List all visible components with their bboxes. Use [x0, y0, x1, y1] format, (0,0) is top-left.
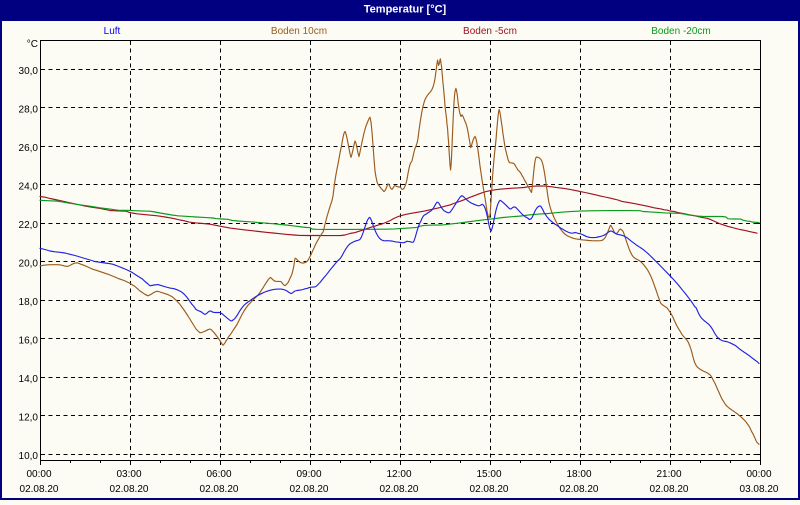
svg-text:02.08.20: 02.08.20	[470, 484, 509, 495]
svg-text:28,0: 28,0	[19, 105, 39, 116]
svg-text:09:00: 09:00	[296, 469, 321, 480]
svg-text:02.08.20: 02.08.20	[650, 484, 689, 495]
svg-text:18,0: 18,0	[19, 297, 39, 308]
svg-text:30,0: 30,0	[19, 66, 39, 77]
svg-text:14,0: 14,0	[19, 374, 39, 385]
svg-text:03:00: 03:00	[116, 469, 141, 480]
svg-text:00:00: 00:00	[746, 469, 771, 480]
svg-text:Luft: Luft	[104, 26, 121, 37]
svg-text:24,0: 24,0	[19, 182, 39, 193]
svg-text:02.08.20: 02.08.20	[560, 484, 599, 495]
svg-text:02.08.20: 02.08.20	[380, 484, 419, 495]
svg-text:Boden -20cm: Boden -20cm	[651, 26, 710, 37]
svg-text:Boden -5cm: Boden -5cm	[463, 26, 517, 37]
svg-text:03.08.20: 03.08.20	[740, 484, 779, 495]
svg-text:22,0: 22,0	[19, 220, 39, 231]
svg-text:°C: °C	[27, 39, 38, 50]
svg-text:02.08.20: 02.08.20	[290, 484, 329, 495]
svg-text:26,0: 26,0	[19, 143, 39, 154]
svg-text:06:00: 06:00	[206, 469, 231, 480]
svg-text:16,0: 16,0	[19, 336, 39, 347]
svg-text:02.08.20: 02.08.20	[110, 484, 149, 495]
svg-text:12,0: 12,0	[19, 413, 39, 424]
svg-text:21:00: 21:00	[656, 469, 681, 480]
svg-text:00:00: 00:00	[26, 469, 51, 480]
svg-text:10,0: 10,0	[19, 451, 39, 462]
svg-text:Temperatur [°C]: Temperatur [°C]	[364, 4, 447, 16]
svg-text:12:00: 12:00	[386, 469, 411, 480]
svg-text:Boden 10cm: Boden 10cm	[271, 26, 327, 37]
svg-text:18:00: 18:00	[566, 469, 591, 480]
svg-text:02.08.20: 02.08.20	[200, 484, 239, 495]
svg-text:02.08.20: 02.08.20	[20, 484, 59, 495]
svg-text:20,0: 20,0	[19, 259, 39, 270]
svg-text:15:00: 15:00	[476, 469, 501, 480]
